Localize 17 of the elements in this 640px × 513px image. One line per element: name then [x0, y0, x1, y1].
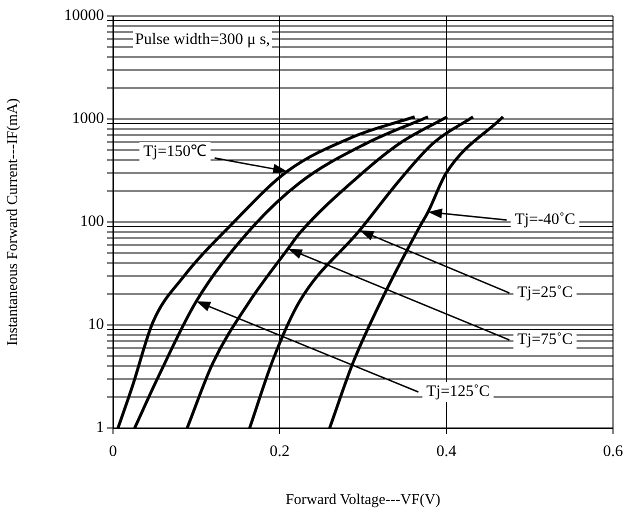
annotation: Tj=25˚C	[517, 284, 573, 302]
y-tick-label: 100	[80, 213, 104, 230]
x-tick-label: 0.2	[270, 442, 290, 460]
y-tick-label: 10000	[64, 7, 104, 24]
x-tick-label: 0	[109, 442, 117, 460]
y-tick-label: 10	[88, 316, 104, 334]
annotation: Tj=125˚C	[426, 383, 490, 400]
x-tick-label: 0.6	[603, 442, 623, 460]
annotation: Pulse width=300 μ s,	[135, 31, 270, 48]
y-tick-label: 1	[96, 419, 104, 436]
annotation: Tj=150℃	[143, 143, 207, 160]
x-tick-label: 0.4	[436, 442, 456, 460]
x-axis-title: Forward Voltage---VF(V)	[286, 492, 440, 508]
annotation: Tj=-40˚C	[514, 211, 576, 228]
y-axis-title: Instantaneous Forward Current---IF(mA)	[4, 98, 21, 346]
annotation: Tj=75˚C	[517, 331, 573, 348]
y-tick-label: 1000	[72, 110, 104, 128]
